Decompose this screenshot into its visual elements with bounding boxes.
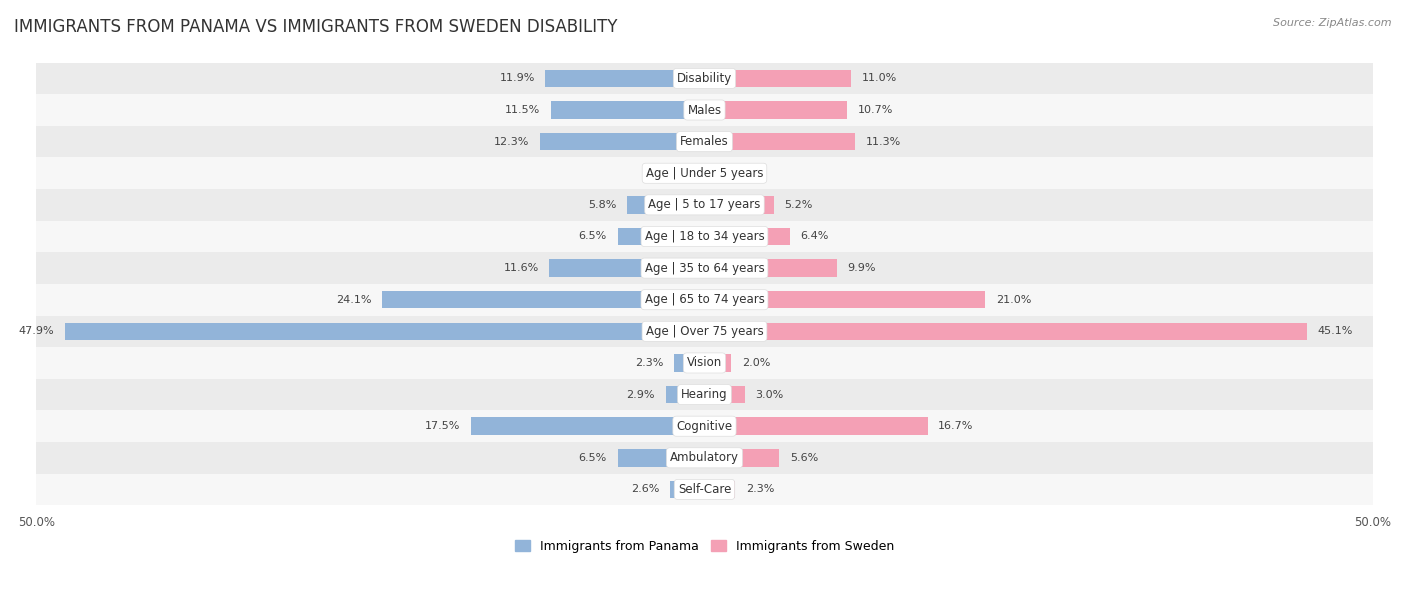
- Text: Age | 5 to 17 years: Age | 5 to 17 years: [648, 198, 761, 211]
- Text: 2.3%: 2.3%: [634, 358, 664, 368]
- Text: 6.5%: 6.5%: [579, 231, 607, 242]
- Bar: [673, 354, 704, 371]
- Text: 6.4%: 6.4%: [800, 231, 830, 242]
- Bar: [37, 189, 1372, 221]
- Bar: [704, 165, 720, 182]
- Bar: [704, 228, 790, 245]
- Text: Cognitive: Cognitive: [676, 420, 733, 433]
- Text: Self-Care: Self-Care: [678, 483, 731, 496]
- Text: 2.9%: 2.9%: [627, 390, 655, 400]
- Text: 47.9%: 47.9%: [18, 326, 53, 337]
- Bar: [471, 417, 704, 435]
- Bar: [37, 474, 1372, 506]
- Bar: [37, 221, 1372, 252]
- Bar: [704, 481, 735, 498]
- Text: Ambulatory: Ambulatory: [671, 451, 740, 465]
- Bar: [704, 102, 848, 119]
- Bar: [37, 157, 1372, 189]
- Bar: [704, 259, 837, 277]
- Bar: [627, 196, 704, 214]
- Text: 5.8%: 5.8%: [588, 200, 616, 210]
- Bar: [704, 386, 745, 403]
- Text: Disability: Disability: [676, 72, 733, 85]
- Text: 1.1%: 1.1%: [730, 168, 758, 178]
- Text: Vision: Vision: [688, 356, 723, 370]
- Text: Age | 35 to 64 years: Age | 35 to 64 years: [644, 261, 765, 275]
- Bar: [689, 165, 704, 182]
- Bar: [704, 323, 1308, 340]
- Bar: [704, 449, 779, 466]
- Bar: [704, 417, 928, 435]
- Bar: [704, 133, 855, 151]
- Bar: [37, 94, 1372, 126]
- Bar: [37, 126, 1372, 157]
- Bar: [617, 228, 704, 245]
- Text: Age | 18 to 34 years: Age | 18 to 34 years: [644, 230, 765, 243]
- Text: 12.3%: 12.3%: [494, 136, 530, 147]
- Text: 11.0%: 11.0%: [862, 73, 897, 83]
- Text: 11.6%: 11.6%: [503, 263, 538, 273]
- Bar: [382, 291, 704, 308]
- Text: 11.3%: 11.3%: [866, 136, 901, 147]
- Bar: [37, 316, 1372, 347]
- Bar: [65, 323, 704, 340]
- Text: 24.1%: 24.1%: [336, 295, 371, 305]
- Text: Age | 65 to 74 years: Age | 65 to 74 years: [644, 293, 765, 306]
- Text: 11.9%: 11.9%: [499, 73, 534, 83]
- Text: 21.0%: 21.0%: [995, 295, 1031, 305]
- Bar: [540, 133, 704, 151]
- Bar: [669, 481, 704, 498]
- Bar: [665, 386, 704, 403]
- Text: 2.6%: 2.6%: [631, 485, 659, 494]
- Text: 5.2%: 5.2%: [785, 200, 813, 210]
- Text: 45.1%: 45.1%: [1317, 326, 1353, 337]
- Bar: [704, 196, 773, 214]
- Text: 1.2%: 1.2%: [650, 168, 678, 178]
- Text: 9.9%: 9.9%: [848, 263, 876, 273]
- Text: 11.5%: 11.5%: [505, 105, 540, 115]
- Legend: Immigrants from Panama, Immigrants from Sweden: Immigrants from Panama, Immigrants from …: [509, 535, 900, 558]
- Bar: [550, 259, 704, 277]
- Bar: [37, 62, 1372, 94]
- Bar: [704, 354, 731, 371]
- Text: 3.0%: 3.0%: [755, 390, 783, 400]
- Bar: [37, 442, 1372, 474]
- Text: 5.6%: 5.6%: [790, 453, 818, 463]
- Text: Females: Females: [681, 135, 728, 148]
- Bar: [37, 411, 1372, 442]
- Text: Age | Over 75 years: Age | Over 75 years: [645, 325, 763, 338]
- Text: Source: ZipAtlas.com: Source: ZipAtlas.com: [1274, 18, 1392, 28]
- Bar: [551, 102, 704, 119]
- Bar: [37, 252, 1372, 284]
- Bar: [37, 284, 1372, 316]
- Text: 17.5%: 17.5%: [425, 421, 460, 431]
- Bar: [37, 379, 1372, 411]
- Bar: [704, 291, 986, 308]
- Bar: [546, 70, 704, 87]
- Text: 2.0%: 2.0%: [742, 358, 770, 368]
- Text: 2.3%: 2.3%: [747, 485, 775, 494]
- Text: Hearing: Hearing: [681, 388, 728, 401]
- Text: IMMIGRANTS FROM PANAMA VS IMMIGRANTS FROM SWEDEN DISABILITY: IMMIGRANTS FROM PANAMA VS IMMIGRANTS FRO…: [14, 18, 617, 36]
- Text: 16.7%: 16.7%: [938, 421, 974, 431]
- Text: Age | Under 5 years: Age | Under 5 years: [645, 166, 763, 180]
- Bar: [37, 347, 1372, 379]
- Text: Males: Males: [688, 103, 721, 116]
- Text: 10.7%: 10.7%: [858, 105, 893, 115]
- Bar: [704, 70, 852, 87]
- Bar: [617, 449, 704, 466]
- Text: 6.5%: 6.5%: [579, 453, 607, 463]
